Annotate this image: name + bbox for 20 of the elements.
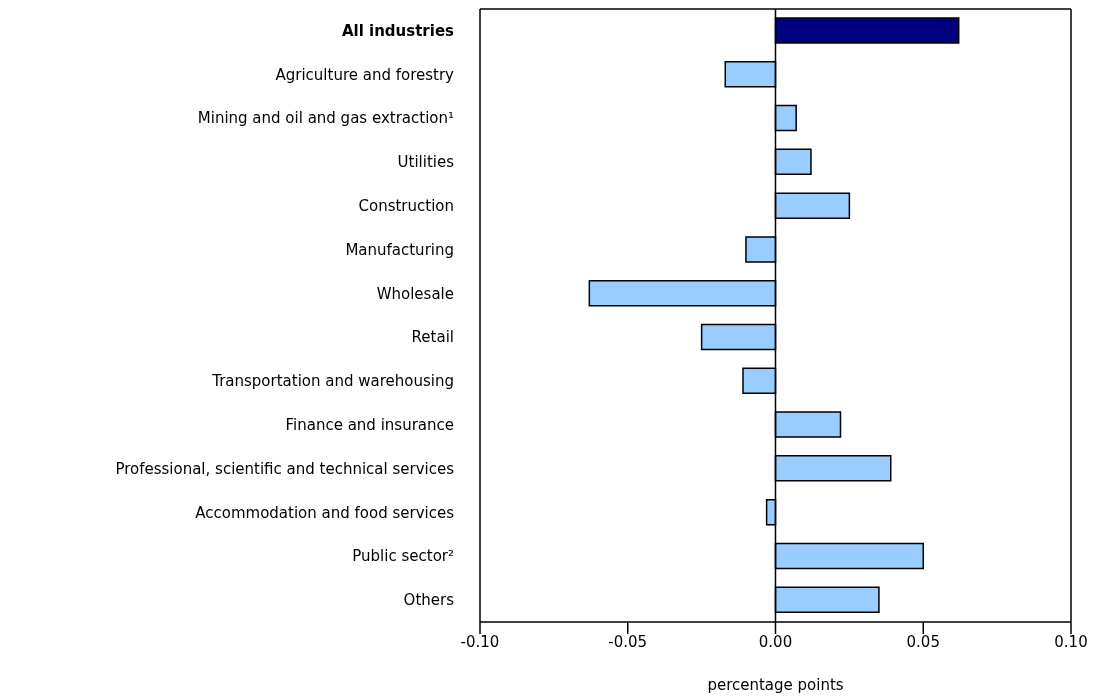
y-tick-label: Wholesale — [376, 284, 454, 303]
y-tick-label: Accommodation and food services — [195, 503, 455, 522]
y-tick-label: Construction — [358, 197, 454, 216]
y-tick-label: Agriculture and forestry — [275, 65, 455, 84]
y-tick-label: Utilities — [397, 153, 455, 172]
x-axis-title: percentage points — [707, 676, 844, 694]
x-tick-label: 0.05 — [906, 632, 940, 651]
x-tick-label: 0.00 — [758, 632, 793, 651]
y-tick-label: Public sector² — [352, 547, 454, 566]
x-tick-label: -0.10 — [460, 632, 500, 651]
x-tick-label: 0.10 — [1054, 632, 1088, 651]
y-tick-label: Mining and oil and gas extraction¹ — [197, 109, 454, 128]
y-tick-label: Retail — [411, 328, 454, 347]
y-tick-label: Others — [403, 591, 455, 610]
y-tick-label: All industries — [341, 21, 455, 40]
y-tick-label: Professional, scientific and technical services — [115, 459, 455, 478]
y-tick-label: Manufacturing — [345, 240, 454, 259]
x-tick-label: -0.05 — [608, 632, 648, 651]
y-tick-label: Transportation and warehousing — [211, 372, 454, 391]
y-tick-label: Finance and insurance — [285, 415, 454, 434]
